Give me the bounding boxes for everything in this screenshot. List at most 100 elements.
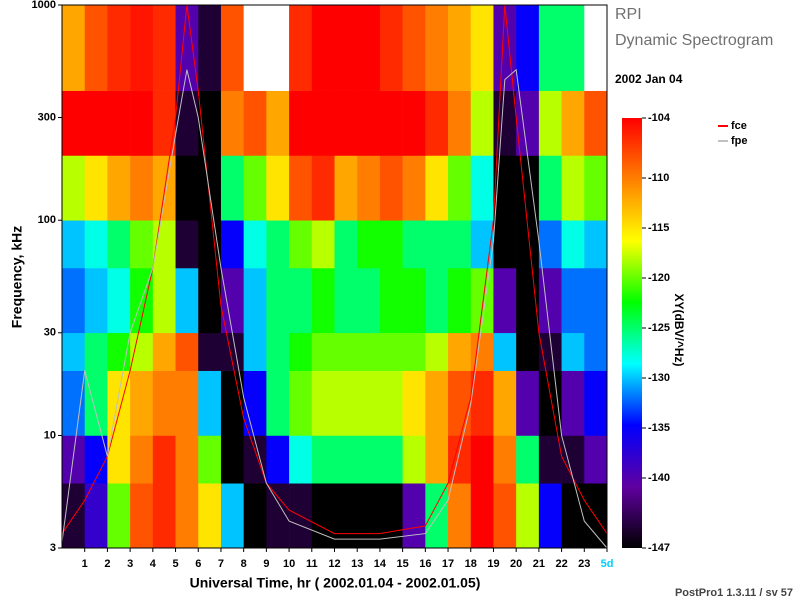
heat-cell [107, 483, 131, 549]
x-tick-label: 9 [263, 558, 269, 570]
heat-cell [311, 90, 335, 156]
heat-cell [220, 155, 244, 221]
x-tick-label: 11 [306, 558, 318, 570]
heat-cell [493, 267, 517, 334]
y-tick-label: 10 [44, 429, 56, 441]
heat-cell [334, 90, 358, 156]
heat-cell [379, 5, 403, 91]
footer: PostPro1 1.3.11 / sv 57 [675, 587, 793, 599]
heat-cell [175, 90, 199, 156]
heat-cell [220, 435, 244, 484]
x-tick-label: 23 [578, 558, 590, 570]
heat-cell [311, 5, 335, 91]
heat-cell [425, 267, 449, 334]
heat-cell [62, 220, 86, 269]
heat-cell [311, 155, 335, 221]
heat-cell [448, 435, 472, 484]
heat-cell [152, 435, 176, 484]
heat-cell [425, 332, 449, 371]
heat-cell [220, 5, 244, 91]
y-axis-label: Frequency, kHz [9, 226, 25, 328]
heat-cell [402, 267, 426, 334]
heat-cell [402, 370, 426, 436]
heat-cell [402, 332, 426, 371]
heat-cell [243, 435, 267, 484]
heat-cell [152, 483, 176, 549]
chart-title: Dynamic Spectrogram [615, 32, 773, 49]
heat-cell [516, 90, 540, 156]
heat-cell [84, 435, 108, 484]
heat-cell [516, 370, 540, 436]
heat-cell [243, 483, 267, 549]
heat-cell [379, 370, 403, 436]
heat-cell [538, 5, 562, 91]
heat-cell [357, 483, 381, 549]
x-tick-label: 5d [601, 558, 614, 570]
heat-cell [493, 155, 517, 221]
heat-cell [130, 370, 154, 436]
heat-cell [448, 370, 472, 436]
heat-cell [470, 370, 494, 436]
heat-cell [220, 90, 244, 156]
heat-cell [448, 90, 472, 156]
heat-cell [425, 435, 449, 484]
heat-cell [220, 267, 244, 334]
data-gap [266, 5, 290, 91]
heat-cell [107, 155, 131, 221]
x-tick-label: 18 [465, 558, 477, 570]
heat-cell [379, 267, 403, 334]
heat-cell [379, 155, 403, 221]
heat-cell [266, 155, 290, 221]
heat-cell [289, 155, 313, 221]
heat-cell [289, 332, 313, 371]
heat-cell [493, 220, 517, 269]
heat-cell [516, 155, 540, 221]
heat-cell [357, 155, 381, 221]
colorbar [622, 118, 642, 548]
heat-cell [152, 332, 176, 371]
heat-cell [538, 435, 562, 484]
data-gap [243, 5, 267, 91]
heat-cell [311, 332, 335, 371]
heat-cell [379, 220, 403, 269]
legend-label: fce [731, 120, 747, 132]
heat-cell [561, 332, 585, 371]
heat-cell [62, 435, 86, 484]
heat-cell [266, 370, 290, 436]
heat-cell [152, 155, 176, 221]
heat-cell [130, 435, 154, 484]
legend-label: fpe [731, 135, 748, 147]
heat-cell [220, 220, 244, 269]
heat-cell [107, 90, 131, 156]
heat-cell [152, 267, 176, 334]
heat-cell [198, 267, 222, 334]
heat-cell [107, 370, 131, 436]
instrument: RPI [615, 6, 642, 23]
heat-cell [425, 90, 449, 156]
heat-cell [243, 370, 267, 436]
heat-cell [130, 155, 154, 221]
colorbar-tick-label: -130 [648, 372, 670, 384]
heat-cell [516, 5, 540, 91]
heat-cell [175, 370, 199, 436]
heat-cell [493, 483, 517, 549]
heat-cell [198, 332, 222, 371]
heat-cell [448, 267, 472, 334]
heat-cell [448, 155, 472, 221]
heat-cell [402, 483, 426, 549]
heat-cell [107, 220, 131, 269]
heat-cell [130, 332, 154, 371]
heat-cell [470, 332, 494, 371]
x-tick-label: 3 [127, 558, 133, 570]
colorbar-label: XY(dBV/^Hz) [672, 293, 686, 366]
heat-cell [84, 267, 108, 334]
heat-cell [175, 220, 199, 269]
heat-cell [243, 90, 267, 156]
heat-cell [425, 483, 449, 549]
heat-cell [152, 370, 176, 436]
heat-cell [198, 370, 222, 436]
heat-cell [289, 5, 313, 91]
heat-cell [311, 220, 335, 269]
heat-cell [311, 435, 335, 484]
